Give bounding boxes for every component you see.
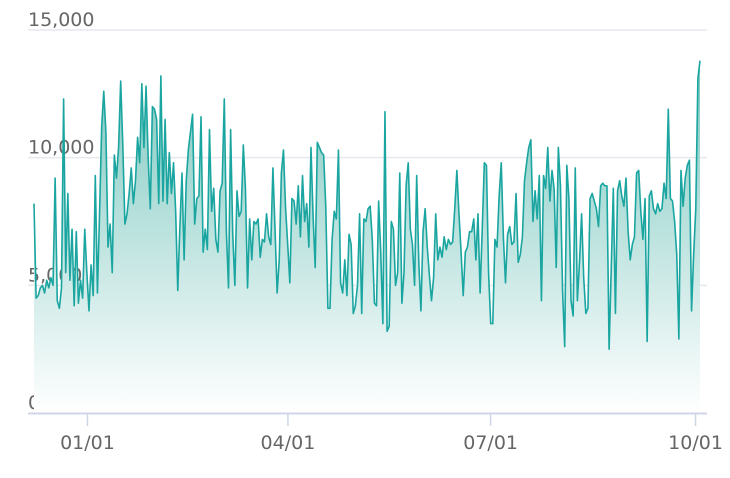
x-tick-label: 01/01 — [60, 432, 115, 454]
x-tick-label: 07/01 — [463, 432, 518, 454]
x-tick-label: 04/01 — [261, 432, 316, 454]
y-tick-label: 15,000 — [28, 9, 94, 31]
y-tick-label: 10,000 — [28, 137, 94, 159]
x-tick-label: 10/01 — [668, 432, 723, 454]
series-area — [34, 60, 700, 413]
x-axis-ticks: 01/01 04/01 07/01 10/01 — [60, 413, 723, 454]
series-line — [33, 60, 701, 350]
